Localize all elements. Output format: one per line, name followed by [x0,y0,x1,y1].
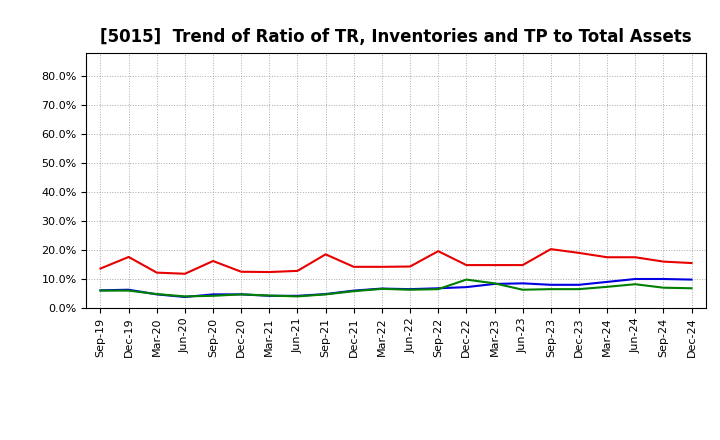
Inventories [265,293,274,298]
Trade Payables [265,293,274,298]
Trade Payables [575,286,583,292]
Trade Payables [237,292,246,297]
Trade Payables [631,282,639,287]
Trade Receivables [377,264,386,269]
Trade Receivables [546,246,555,252]
Trade Payables [603,284,611,290]
Trade Payables [462,277,471,282]
Trade Payables [181,294,189,299]
Trade Payables [518,287,527,292]
Trade Payables [293,294,302,299]
Inventories [406,286,415,292]
Trade Payables [546,286,555,292]
Inventories [237,292,246,297]
Trade Receivables [237,269,246,275]
Inventories [153,292,161,297]
Trade Payables [490,281,499,286]
Inventories [96,288,105,293]
Trade Payables [434,286,443,292]
Inventories [349,288,358,293]
Trade Receivables [406,264,415,269]
Trade Receivables [631,255,639,260]
Inventories [490,281,499,286]
Trade Payables [153,291,161,297]
Trade Payables [659,285,667,290]
Inventories [575,282,583,287]
Inventories [546,282,555,287]
Trade Receivables [575,250,583,256]
Inventories [125,287,133,292]
Trade Receivables [321,252,330,257]
Trade Receivables [265,269,274,275]
Trade Payables [406,287,415,292]
Inventories [631,276,639,282]
Trade Payables [96,288,105,293]
Trade Receivables [490,262,499,268]
Trade Receivables [181,271,189,276]
Trade Payables [209,293,217,298]
Inventories [687,277,696,282]
Inventories [321,291,330,297]
Inventories [603,279,611,285]
Line: Inventories: Inventories [101,279,691,297]
Trade Receivables [209,258,217,264]
Trade Payables [349,289,358,294]
Inventories [181,294,189,300]
Trade Receivables [96,266,105,271]
Trade Receivables [518,262,527,268]
Trade Receivables [293,268,302,274]
Line: Trade Payables: Trade Payables [101,279,691,297]
Trade Payables [377,286,386,291]
Inventories [659,276,667,282]
Title: [5015]  Trend of Ratio of TR, Inventories and TP to Total Assets: [5015] Trend of Ratio of TR, Inventories… [100,28,692,46]
Inventories [434,286,443,291]
Trade Receivables [125,254,133,260]
Inventories [518,281,527,286]
Trade Receivables [462,262,471,268]
Trade Payables [687,286,696,291]
Inventories [209,292,217,297]
Inventories [293,293,302,298]
Inventories [462,285,471,290]
Inventories [377,286,386,291]
Trade Receivables [153,270,161,275]
Trade Receivables [659,259,667,264]
Trade Receivables [434,249,443,254]
Line: Trade Receivables: Trade Receivables [101,249,691,274]
Trade Payables [125,288,133,293]
Trade Payables [321,292,330,297]
Trade Receivables [687,260,696,266]
Trade Receivables [603,255,611,260]
Trade Receivables [349,264,358,269]
